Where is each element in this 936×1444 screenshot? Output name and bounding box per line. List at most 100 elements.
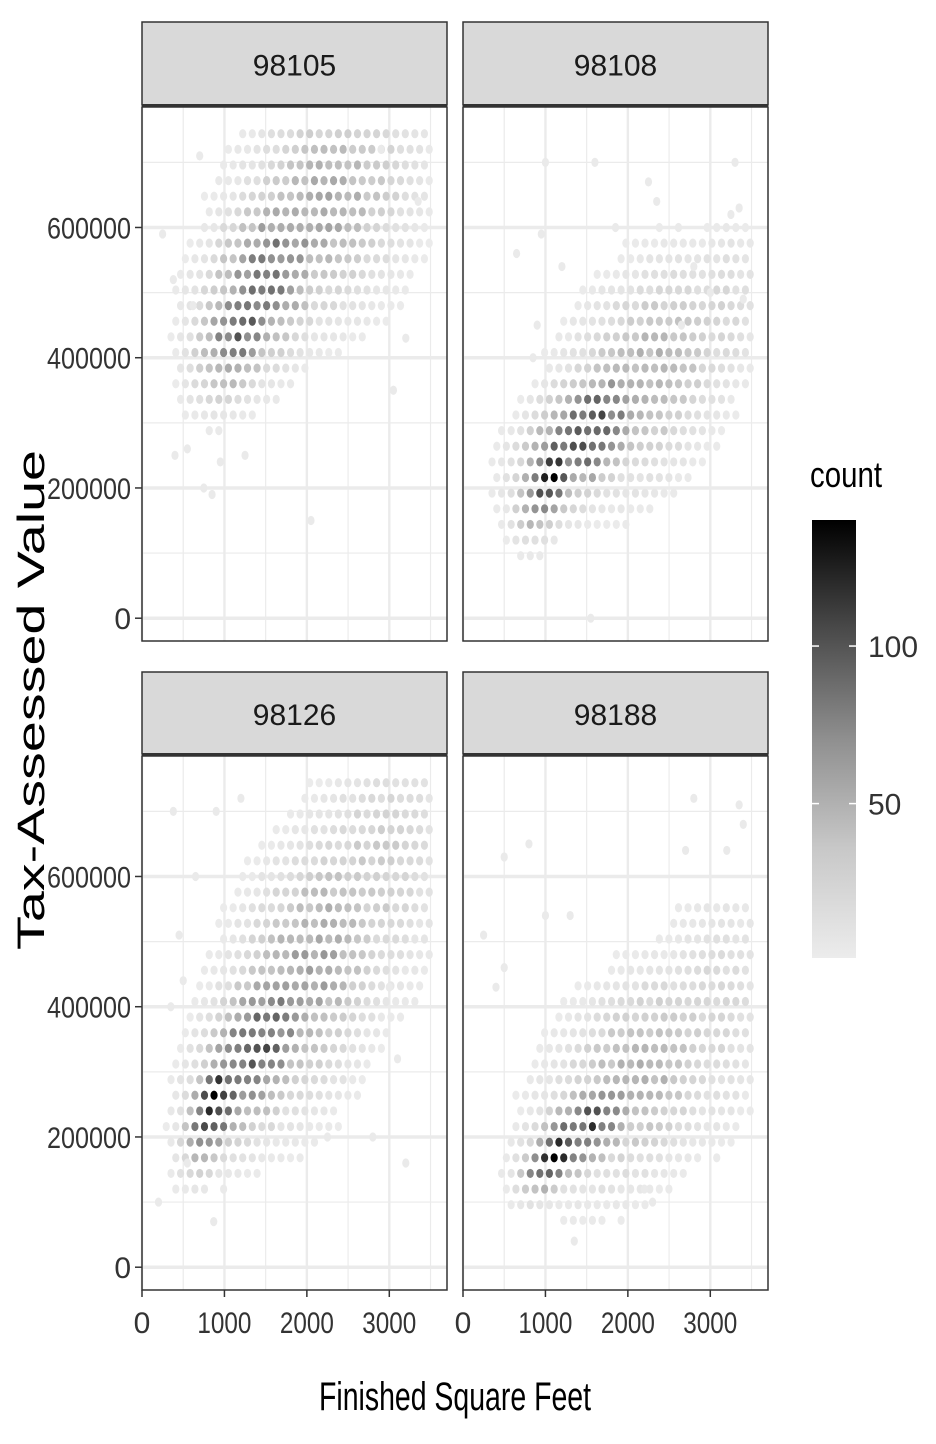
hexbin — [679, 457, 687, 467]
hexbin — [670, 488, 678, 498]
hexbin — [210, 191, 218, 201]
hexbin — [708, 332, 716, 342]
y-axis-title: Tax-Assessed Value — [11, 450, 53, 950]
hexbin — [358, 238, 366, 248]
hexbin — [574, 1137, 582, 1147]
hexbin — [603, 1137, 611, 1147]
hexbin — [641, 1075, 649, 1085]
hexbin — [358, 1075, 366, 1085]
hexbin — [325, 1028, 333, 1038]
hexbin — [612, 1043, 620, 1053]
hexbin — [521, 1090, 530, 1100]
hexbin — [349, 269, 357, 279]
hexbin — [258, 191, 266, 201]
hexbin — [670, 981, 678, 991]
hexbin — [541, 410, 549, 420]
hexbin — [531, 441, 539, 451]
hexbin — [703, 347, 711, 358]
hexbin — [655, 472, 663, 483]
hexbin — [732, 379, 740, 389]
hexbin — [526, 1168, 534, 1179]
hexbin — [349, 175, 357, 186]
hexbin — [396, 269, 405, 279]
hexbin — [703, 934, 711, 944]
hexbin — [574, 519, 582, 530]
hexbin — [310, 793, 319, 803]
hexbin — [248, 347, 256, 358]
hexbin — [660, 332, 668, 342]
hexbin — [205, 332, 213, 342]
hexbin — [301, 175, 309, 186]
hexbin — [229, 934, 237, 944]
hexbin — [215, 175, 223, 186]
hexbin — [363, 285, 371, 295]
hexbin — [224, 238, 232, 248]
hexbin — [186, 1137, 194, 1147]
hexbin — [512, 1184, 520, 1194]
hexbin — [598, 1090, 606, 1100]
hexbin — [382, 903, 390, 913]
hexbin — [555, 457, 563, 467]
hexbin — [282, 269, 290, 279]
hexbin — [267, 1028, 276, 1038]
hexbin — [622, 301, 630, 311]
hexbin — [689, 394, 697, 404]
hexbin — [253, 1075, 261, 1085]
hexbin — [301, 856, 309, 866]
hexbin — [315, 965, 323, 975]
hexbin — [239, 222, 247, 233]
facet-strip-label: 98108 — [574, 50, 657, 83]
hexbin — [612, 332, 620, 342]
facet-panels: 9810502000004000006000009810898126020000… — [47, 21, 769, 1340]
y-tick-label: 400000 — [47, 343, 131, 376]
hexbin — [296, 965, 304, 975]
hexbin — [224, 918, 232, 928]
hexbin — [248, 1090, 256, 1100]
hexbin — [344, 934, 352, 944]
hexbin — [416, 856, 424, 866]
hexbin — [574, 1075, 582, 1085]
hexbin — [574, 1043, 582, 1053]
hexbin — [296, 191, 304, 201]
hexbin — [425, 887, 433, 897]
hexbin — [263, 332, 271, 342]
hexbin — [167, 1002, 175, 1012]
hexbin — [655, 254, 663, 264]
hexbin — [373, 129, 381, 139]
hexbin — [248, 903, 256, 913]
hexbin — [215, 1137, 223, 1147]
hexbin — [382, 191, 390, 201]
hexbin — [607, 1090, 616, 1100]
hexbin — [713, 1059, 721, 1069]
hexbin — [593, 981, 601, 991]
hexbin — [670, 1043, 678, 1053]
hexbin — [603, 457, 611, 467]
hexbin — [215, 238, 223, 248]
hexbin — [631, 1137, 640, 1147]
hexbin — [258, 316, 266, 326]
hexbin — [210, 1217, 218, 1227]
hexbin — [536, 488, 544, 498]
hexbin — [186, 1168, 194, 1179]
hexbin — [713, 996, 721, 1007]
hexbin — [617, 1121, 625, 1132]
hexbin — [411, 809, 419, 819]
hexbin — [382, 160, 390, 170]
hexbin — [200, 1153, 209, 1163]
panel-background — [463, 107, 768, 641]
hexbin — [243, 269, 252, 279]
hexbin — [406, 856, 414, 866]
hexbin — [425, 144, 433, 154]
hexbin — [272, 824, 280, 835]
hexbin — [603, 426, 611, 436]
hexbin — [325, 934, 333, 944]
hexbin — [320, 207, 328, 217]
hexbin — [660, 1043, 668, 1053]
hexbin — [574, 488, 582, 498]
hexbin — [210, 1090, 218, 1100]
hexbin — [296, 347, 304, 358]
hexbin — [229, 1059, 237, 1069]
hexbin — [301, 1137, 309, 1147]
hexbin — [541, 1153, 549, 1163]
